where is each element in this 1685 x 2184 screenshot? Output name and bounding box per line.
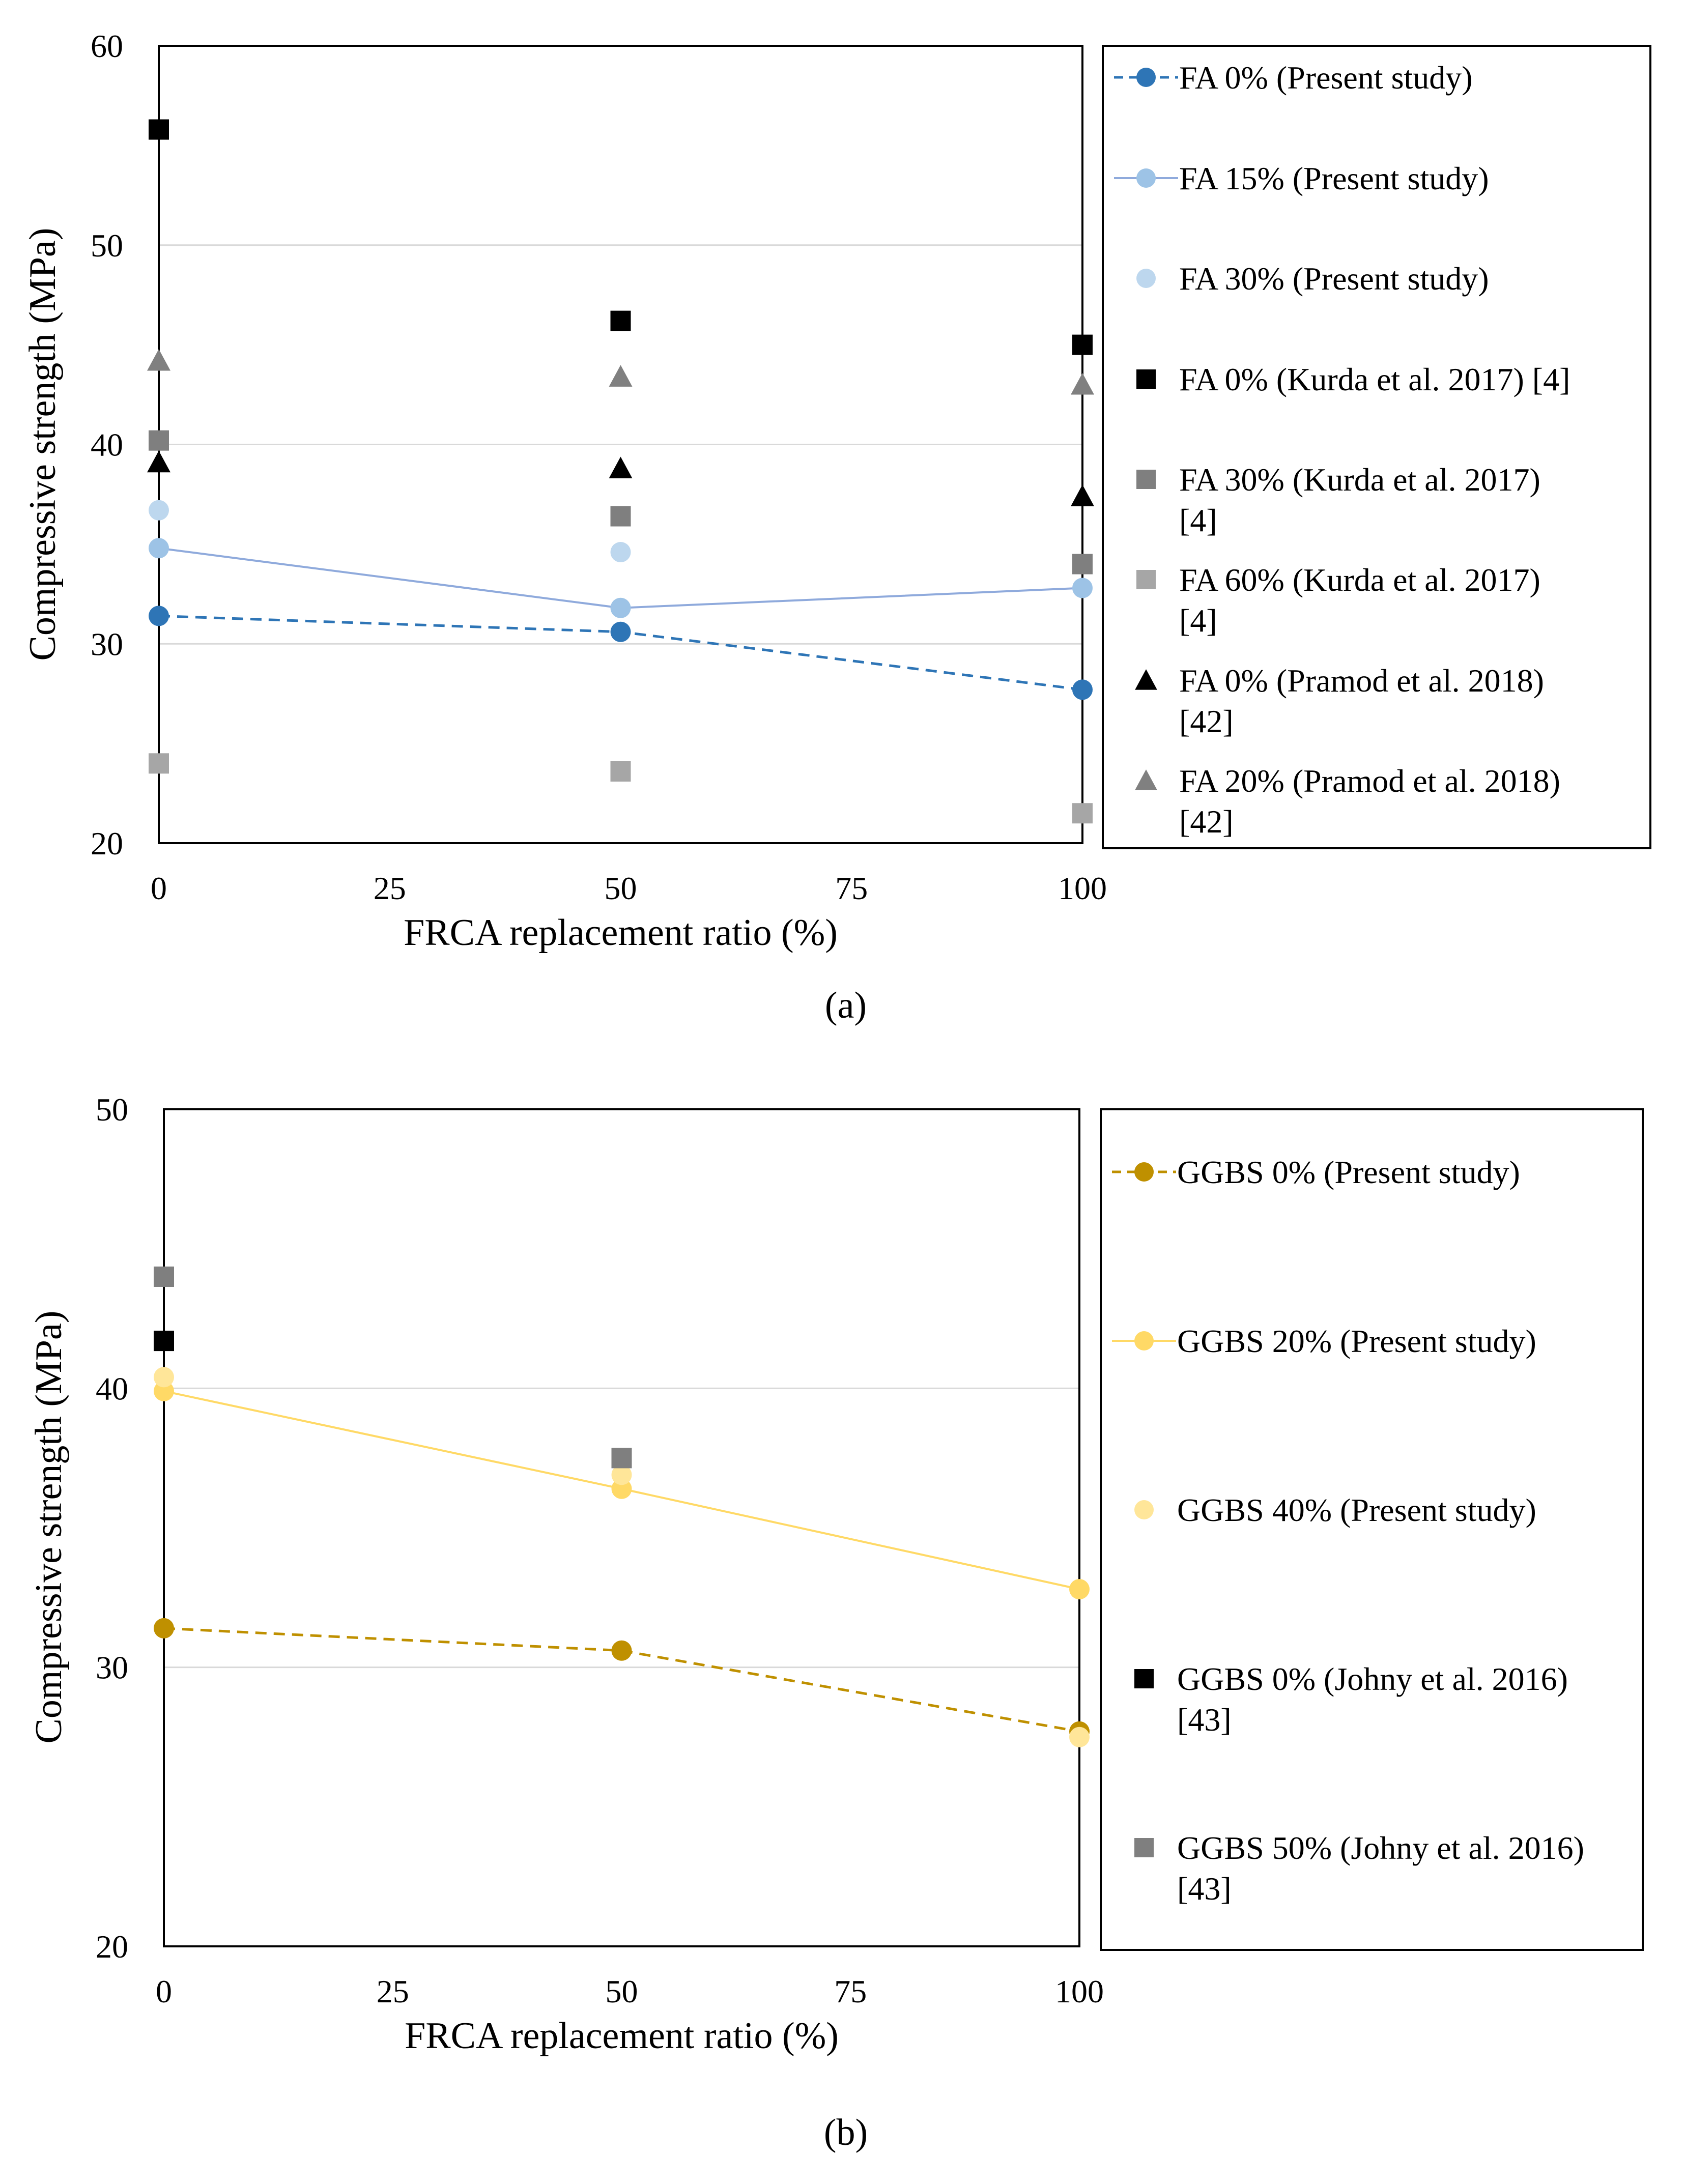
figure-caption: (b) (824, 2112, 868, 2153)
data-point (149, 119, 169, 140)
data-point (149, 606, 169, 626)
data-point (610, 310, 631, 331)
legend-marker (1135, 669, 1157, 690)
legend-label: [42] (1179, 703, 1234, 739)
y-tick-label: 30 (96, 1650, 128, 1686)
y-tick-label: 60 (91, 28, 123, 64)
legend-marker (1136, 168, 1156, 188)
y-axis-title: Compressive strength (MPa) (28, 1311, 70, 1744)
data-point (149, 430, 169, 451)
legend-marker (1136, 68, 1156, 87)
y-tick-label: 50 (96, 1091, 128, 1128)
legend-label: FA 30% (Kurda et al. 2017) (1179, 462, 1540, 498)
data-point (1072, 554, 1093, 574)
legend-marker (1135, 769, 1157, 790)
legend-marker (1134, 1669, 1154, 1688)
data-point (154, 1331, 174, 1352)
legend-label: [4] (1179, 502, 1217, 538)
legend-marker (1134, 1331, 1154, 1350)
data-point (149, 500, 169, 521)
legend-frame (1100, 1108, 1644, 1951)
legend-marker (1136, 369, 1156, 389)
legend-marker (1136, 269, 1156, 288)
data-point (610, 542, 631, 563)
data-point (1071, 372, 1094, 395)
x-tick-label: 25 (377, 1973, 409, 2009)
legend-frame (1102, 45, 1651, 849)
y-axis-title: Compressive strength (MPa) (22, 228, 64, 661)
chart-a: 20 30 40 50 60 0 25 50 75 100 FRCA replacement rat… (22, 28, 1651, 1026)
data-point (154, 1367, 174, 1388)
data-point (1069, 1727, 1090, 1747)
legend-label: GGBS 40% (Present study) (1177, 1492, 1536, 1528)
chart-b: 20 30 40 50 0 25 50 75 100 FRCA replacement ratio… (28, 1091, 1644, 2153)
x-tick-label: 25 (374, 870, 406, 906)
data-point (154, 1618, 174, 1639)
data-point (154, 1381, 174, 1401)
data-point (1071, 484, 1094, 506)
data-point (611, 1478, 632, 1499)
legend-label: GGBS 0% (Present study) (1177, 1154, 1520, 1190)
x-tick-label: 100 (1055, 1973, 1104, 2009)
legend-label: [4] (1179, 602, 1217, 639)
legend-label: FA 0% (Present study) (1179, 60, 1473, 96)
legend-label: FA 0% (Pramod et al. 2018) (1179, 663, 1544, 699)
data-point (610, 621, 631, 642)
legend-label: [43] (1177, 1871, 1232, 1907)
y-tick-label: 40 (91, 427, 123, 463)
data-point (1072, 803, 1093, 824)
legend-label: FA 0% (Kurda et al. 2017) [4] (1179, 361, 1570, 397)
y-tick-label: 40 (96, 1370, 128, 1406)
legend-label: FA 20% (Pramod et al. 2018) (1179, 763, 1560, 799)
plot-area-frame (163, 1108, 1080, 1947)
legend-label: GGBS 20% (Present study) (1177, 1323, 1536, 1359)
data-point (611, 1640, 632, 1661)
data-point (611, 1448, 632, 1469)
x-tick-label: 50 (605, 870, 637, 906)
x-tick-label: 0 (151, 870, 167, 906)
legend-marker (1134, 1838, 1154, 1857)
data-point (1072, 578, 1093, 598)
data-point (1069, 1579, 1090, 1600)
x-axis-title: FRCA replacement ratio (%) (404, 912, 838, 954)
legend-label: FA 60% (Kurda et al. 2017) (1179, 562, 1540, 598)
x-tick-label: 0 (156, 1973, 172, 2009)
data-point (609, 365, 633, 387)
legend-label: FA 15% (Present study) (1179, 160, 1489, 196)
y-tick-label: 50 (91, 227, 123, 264)
legend-marker (1136, 570, 1156, 589)
legend-marker (1134, 1500, 1154, 1519)
data-point (611, 1464, 632, 1485)
x-tick-label: 50 (606, 1973, 638, 2009)
data-point (149, 753, 169, 774)
legend-label: [42] (1179, 803, 1234, 840)
y-tick-label: 30 (91, 626, 123, 662)
legend-label: GGBS 50% (Johny et al. 2016) (1177, 1830, 1584, 1866)
data-point (1072, 679, 1093, 700)
legend-label: FA 30% (Present study) (1179, 261, 1489, 297)
data-point (149, 538, 169, 559)
data-point (610, 597, 631, 618)
legend-marker (1136, 470, 1156, 489)
legend-label: GGBS 0% (Johny et al. 2016) (1177, 1661, 1568, 1697)
figure-caption: (a) (825, 985, 867, 1026)
x-axis-title: FRCA replacement ratio (%) (405, 2015, 839, 2057)
legend-marker (1134, 1162, 1154, 1182)
data-point (1072, 334, 1093, 355)
x-tick-label: 75 (835, 870, 868, 906)
data-point (610, 506, 631, 527)
x-tick-label: 75 (834, 1973, 867, 2009)
data-point (154, 1267, 174, 1287)
data-point (147, 450, 170, 473)
y-tick-label: 20 (96, 1929, 128, 1965)
data-point (609, 456, 633, 479)
x-tick-label: 100 (1058, 870, 1107, 906)
data-point (610, 761, 631, 782)
legend-label: [43] (1177, 1702, 1232, 1738)
y-tick-label: 20 (91, 825, 123, 861)
data-point (147, 349, 170, 371)
